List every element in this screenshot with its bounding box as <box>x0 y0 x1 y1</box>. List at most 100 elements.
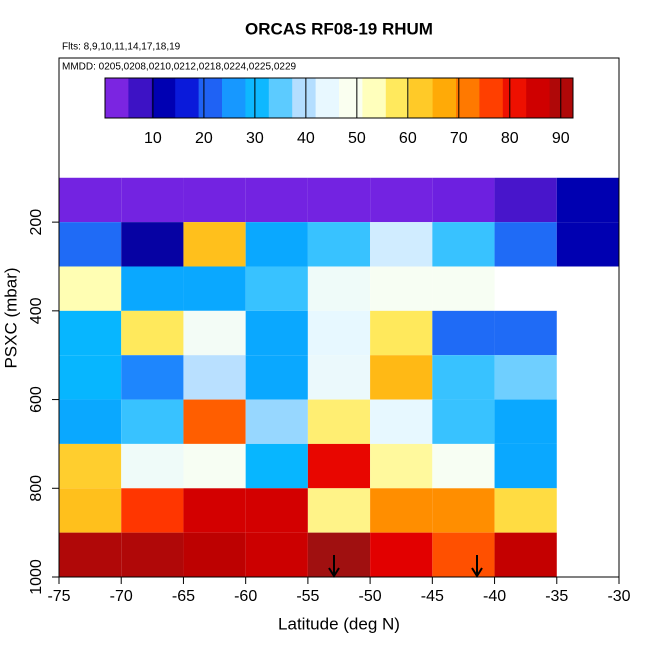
x-tick-label: -60 <box>234 588 257 605</box>
colorbar-tick-label: 40 <box>297 130 315 147</box>
colorbar-tick-label: 60 <box>399 130 417 147</box>
heatmap-cell <box>59 310 122 356</box>
heatmap-cell <box>59 177 122 223</box>
colorbar-swatch <box>549 78 574 118</box>
subtitle: Flts: 8,9,10,11,14,17,18,19 <box>62 42 181 53</box>
colorbar-tick-label: 70 <box>450 130 468 147</box>
x-tick-label: -45 <box>421 588 444 605</box>
heatmap-cell <box>245 355 308 400</box>
heatmap-cell <box>432 399 495 444</box>
heatmap-cell <box>245 310 308 356</box>
heatmap-cell <box>307 310 371 356</box>
heatmap-cell <box>494 488 557 533</box>
heatmap-cell <box>121 488 184 533</box>
heatmap-cell <box>59 443 122 489</box>
heatmap-cell <box>183 532 246 577</box>
annotation: MMDD: 0205,0208,0210,0212,0218,0224,0225… <box>62 62 297 73</box>
x-tick-label: -75 <box>47 588 70 605</box>
heatmap-cell <box>59 488 122 533</box>
colorbar-swatch <box>292 78 317 118</box>
heatmap-cell <box>183 355 246 400</box>
heatmap-cell <box>59 399 122 444</box>
colorbar-swatch <box>268 78 293 118</box>
heatmap-cell <box>183 177 246 223</box>
heatmap-cell <box>245 266 308 311</box>
heatmap-cell <box>183 222 246 267</box>
heatmap-cell <box>307 222 371 267</box>
heatmap-cell <box>370 443 433 489</box>
x-tick-label: -35 <box>545 588 568 605</box>
x-tick-label: -70 <box>110 588 133 605</box>
chart-title: ORCAS RF08-19 RHUM <box>245 19 433 38</box>
heatmap-cell <box>494 310 557 356</box>
colorbar-tick-label: 50 <box>348 130 366 147</box>
colorbar-swatch <box>456 78 480 118</box>
colorbar-tick-label: 20 <box>195 130 213 147</box>
heatmap-cell <box>59 222 122 267</box>
heatmap-cell <box>370 266 433 311</box>
heatmap-cell <box>494 222 557 267</box>
heatmap-cell <box>432 532 495 577</box>
heatmap-cell <box>370 488 433 533</box>
colorbar-swatch <box>175 78 200 118</box>
colorbar-swatch <box>409 78 434 118</box>
heatmap-cell <box>494 399 557 444</box>
heatmap-cell <box>370 532 433 577</box>
y-tick-label: 600 <box>28 386 45 413</box>
colorbar-swatch <box>432 78 457 118</box>
heatmap-cell <box>245 222 308 267</box>
heatmap-cell <box>556 222 619 267</box>
heatmap-cell <box>121 266 184 311</box>
colorbar-tick-label: 10 <box>144 130 162 147</box>
y-axis-label: PSXC (mbar) <box>1 267 20 368</box>
colorbar-swatch <box>128 78 153 118</box>
arrow-head <box>471 567 483 578</box>
heatmap-cell <box>121 443 184 489</box>
heatmap-cell <box>121 310 184 356</box>
heatmap-cell <box>307 443 371 489</box>
heatmap-cell <box>432 266 495 311</box>
heatmap-cell <box>245 488 308 533</box>
heatmap-cell <box>59 355 122 400</box>
heatmap-cell <box>370 222 433 267</box>
heatmap-cell <box>183 488 246 533</box>
heatmap-cell <box>494 532 557 577</box>
heatmap-cell <box>370 310 433 356</box>
heatmap-cell <box>432 310 495 356</box>
colorbar-frame <box>104 77 574 119</box>
heatmap-cell <box>183 310 246 356</box>
colorbar-swatch <box>151 78 176 118</box>
x-axis-label: Latitude (deg N) <box>278 614 400 633</box>
colorbar-swatch <box>339 78 363 118</box>
heatmap-cell <box>307 532 371 577</box>
heatmap-cell <box>245 177 308 223</box>
plot-frame <box>58 57 620 578</box>
colorbar-swatch <box>526 78 551 118</box>
heatmap-cell <box>245 532 308 577</box>
heatmap-cell <box>307 266 371 311</box>
x-tick-label: -55 <box>296 588 319 605</box>
heatmap-cell <box>183 266 246 311</box>
colorbar-swatch <box>502 78 527 118</box>
y-tick-label: 800 <box>28 475 45 502</box>
colorbar-tick-label: 90 <box>552 130 570 147</box>
heatmap-cell <box>121 399 184 444</box>
colorbar-tick-label: 30 <box>246 130 264 147</box>
heatmap-cell <box>307 488 371 533</box>
heatmap-cell <box>59 266 122 311</box>
colorbar-swatch <box>315 78 340 118</box>
heatmap-cell <box>370 399 433 444</box>
colorbar-swatch <box>105 78 129 118</box>
x-tick-label: -40 <box>483 588 506 605</box>
heatmap-cell <box>432 222 495 267</box>
heatmap-cell <box>494 443 557 489</box>
heatmap-cell <box>432 488 495 533</box>
colorbar-swatch <box>479 78 504 118</box>
heatmap-cell <box>121 177 184 223</box>
heatmap-cell <box>121 222 184 267</box>
colorbar-swatch <box>362 78 387 118</box>
colorbar-swatch <box>245 78 270 118</box>
x-tick-label: -65 <box>172 588 195 605</box>
